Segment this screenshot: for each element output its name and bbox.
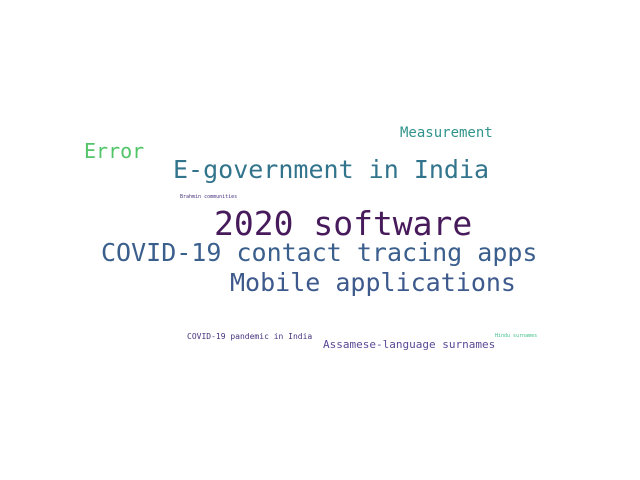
word-covid-19-contact-tracing-apps: COVID-19 contact tracing apps — [101, 238, 538, 267]
word-2020-software: 2020 software — [214, 204, 473, 243]
word-measurement: Measurement — [400, 125, 493, 141]
word-assamese-language-surnames: Assamese-language surnames — [323, 338, 496, 351]
word-error: Error — [84, 139, 145, 163]
word-hindu-surnames: Hindu surnames — [495, 333, 538, 339]
word-mobile-applications: Mobile applications — [230, 268, 516, 297]
word-brahmin-communities: Brahmin communities — [180, 194, 238, 200]
word-covid-19-pandemic-in-india: COVID-19 pandemic in India — [187, 332, 313, 341]
word-e-government-in-india: E-government in India — [173, 155, 490, 184]
